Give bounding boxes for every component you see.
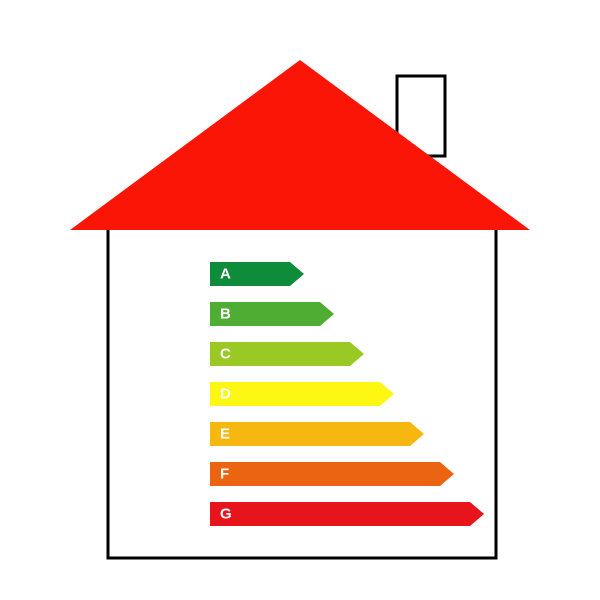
roof xyxy=(70,60,530,230)
rating-bar-d: D xyxy=(210,382,394,406)
bar-shape xyxy=(210,422,424,446)
rating-bar-c: C xyxy=(210,342,364,366)
energy-rating-chart: A B C D E F G xyxy=(210,262,484,526)
rating-bar-e: E xyxy=(210,422,424,446)
rating-bar-g: G xyxy=(210,502,484,526)
bar-label: B xyxy=(220,306,231,323)
bar-shape xyxy=(210,342,364,366)
bar-label: G xyxy=(220,506,232,523)
rating-bar-b: B xyxy=(210,302,334,326)
bar-shape xyxy=(210,462,454,486)
bar-label: A xyxy=(220,266,231,283)
bar-label: E xyxy=(220,426,230,443)
bar-shape xyxy=(210,382,394,406)
bar-shape xyxy=(210,502,484,526)
rating-bar-a: A xyxy=(210,262,304,286)
bar-label: C xyxy=(220,346,231,363)
rating-bar-f: F xyxy=(210,462,454,486)
bar-label: F xyxy=(220,466,229,483)
bar-label: D xyxy=(220,386,231,403)
energy-house-diagram: A B C D E F G xyxy=(0,0,600,600)
